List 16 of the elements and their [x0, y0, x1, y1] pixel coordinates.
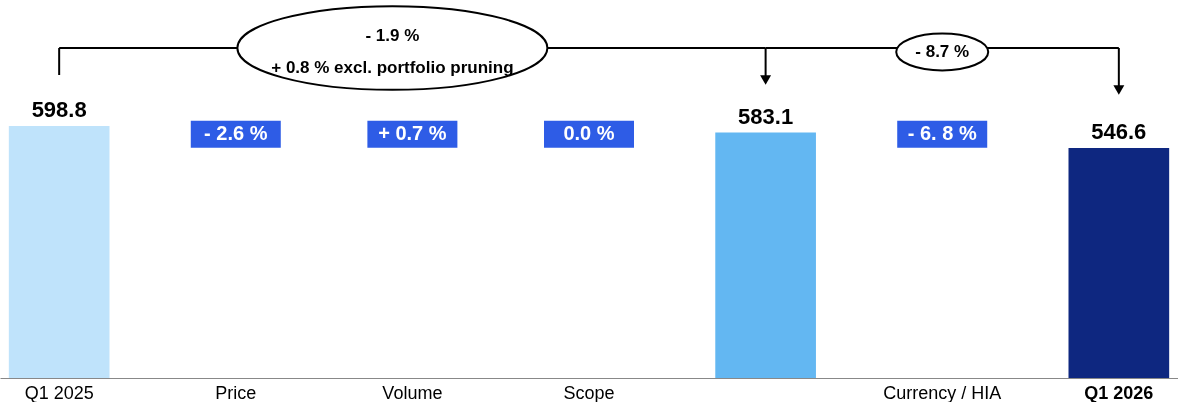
x-tick-label: Volume	[382, 382, 443, 403]
text: - 1.9 %	[365, 26, 420, 45]
x-tick-label: Currency / HIA	[883, 382, 1002, 403]
x-tick-label: Price	[215, 382, 257, 403]
annotation: + 0.7 %	[378, 122, 447, 145]
text: + 0.8 % excl. portfolio pruning	[271, 58, 514, 77]
annotation: - 2.6 %	[204, 122, 268, 145]
text: - 8.7 %	[915, 42, 970, 61]
data-label: 546.6	[1091, 118, 1147, 144]
data-label: 583.1	[738, 103, 794, 129]
x-tick-label: Scope	[563, 382, 615, 403]
x-tick-label: Q1 2025	[24, 382, 94, 403]
x-tick-label: Q1 2026	[1084, 382, 1154, 403]
annotation: - 6. 8 %	[907, 122, 977, 145]
data-label: 598.8	[31, 97, 87, 122]
annotation: 0.0 %	[563, 122, 615, 145]
